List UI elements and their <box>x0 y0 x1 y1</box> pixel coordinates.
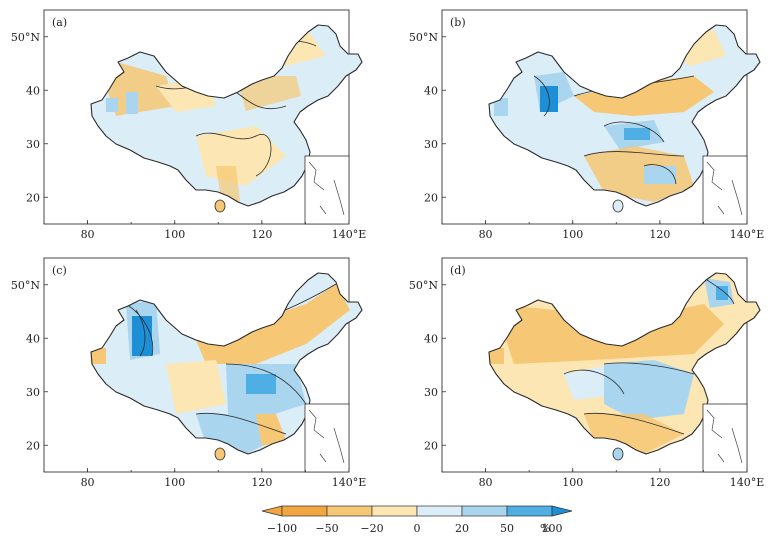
colorbar-tick-label: 20 <box>455 522 469 535</box>
y-tick-label: 20 <box>424 439 438 452</box>
colorbar-tick-label: 0 <box>414 522 421 535</box>
panel-label: (b) <box>450 16 466 29</box>
hainan-island <box>214 199 226 213</box>
hainan-island <box>612 199 624 213</box>
y-tick-label: 40 <box>26 332 40 345</box>
colorbar-max-arrow <box>551 505 573 517</box>
south-china-sea-inset <box>702 403 748 473</box>
china-outline <box>90 272 363 455</box>
x-tick-label: 120 <box>251 476 272 489</box>
colorbar-unit: % <box>540 522 550 535</box>
y-tick-label: 40 <box>424 84 438 97</box>
x-tick-label: 80 <box>81 476 95 489</box>
y-tick-label: 20 <box>26 439 40 452</box>
hainan-island <box>214 447 226 461</box>
panel-b: (b) <box>441 9 761 225</box>
panel-a: (a) <box>43 9 363 225</box>
china-outline <box>488 24 761 207</box>
y-tick-label: 20 <box>424 191 438 204</box>
y-tick-label: 40 <box>424 332 438 345</box>
x-tick-label: 80 <box>81 228 95 241</box>
x-tick-label: 140°E <box>332 476 367 489</box>
colorbar: −100 −50 −20 0 20 50 100 % <box>261 505 573 535</box>
colorbar-segment <box>461 505 508 517</box>
y-tick-label: 30 <box>424 138 438 151</box>
x-tick-label: 80 <box>479 476 493 489</box>
hainan-island <box>612 447 624 461</box>
y-tick-label: 50°N <box>11 31 40 44</box>
colorbar-tick-label: −100 <box>267 522 297 535</box>
x-tick-label: 100 <box>562 476 583 489</box>
y-tick-label: 40 <box>26 84 40 97</box>
axes-layer: 80 100 120 140°E 50°N 40 30 20 80 100 120 140°E 50°N… <box>11 31 764 489</box>
colorbar-segment <box>506 505 553 517</box>
panel-label: (d) <box>450 264 466 277</box>
colorbar-tick-label: −20 <box>360 522 383 535</box>
y-tick-label: 50°N <box>409 279 438 292</box>
colorbar-min-arrow <box>261 505 283 517</box>
x-tick-label: 140°E <box>332 228 367 241</box>
x-tick-label: 140°E <box>730 476 765 489</box>
y-tick-label: 20 <box>26 191 40 204</box>
colorbar-labels: −100 −50 −20 0 20 50 100 <box>267 522 563 535</box>
x-tick-label: 100 <box>164 228 185 241</box>
panel-label: (c) <box>52 264 67 277</box>
panel-d: (d) <box>441 257 761 473</box>
y-tick-label: 30 <box>26 138 40 151</box>
south-china-sea-inset <box>304 155 350 225</box>
x-tick-label: 120 <box>251 228 272 241</box>
y-tick-label: 50°N <box>11 279 40 292</box>
x-tick-label: 80 <box>479 228 493 241</box>
panel-c: (c) <box>43 257 363 473</box>
china-outline <box>488 272 761 455</box>
colorbar-tick-label: −50 <box>315 522 338 535</box>
x-tick-label: 100 <box>164 476 185 489</box>
south-china-sea-inset <box>304 403 350 473</box>
x-tick-label: 120 <box>649 476 670 489</box>
colorbar-segments <box>281 505 553 517</box>
china-outline <box>90 24 363 207</box>
y-tick-label: 30 <box>424 386 438 399</box>
colorbar-segment <box>326 505 373 517</box>
x-tick-label: 120 <box>649 228 670 241</box>
colorbar-segment <box>416 505 463 517</box>
panel-label: (a) <box>52 16 67 29</box>
y-tick-label: 50°N <box>409 31 438 44</box>
x-tick-label: 140°E <box>730 228 765 241</box>
x-tick-label: 100 <box>562 228 583 241</box>
colorbar-segment <box>281 505 328 517</box>
y-tick-label: 30 <box>26 386 40 399</box>
colorbar-tick-label: 50 <box>500 522 514 535</box>
south-china-sea-inset <box>702 155 748 225</box>
colorbar-segment <box>371 505 418 517</box>
colorbar-tick-label: 100 <box>542 522 563 535</box>
